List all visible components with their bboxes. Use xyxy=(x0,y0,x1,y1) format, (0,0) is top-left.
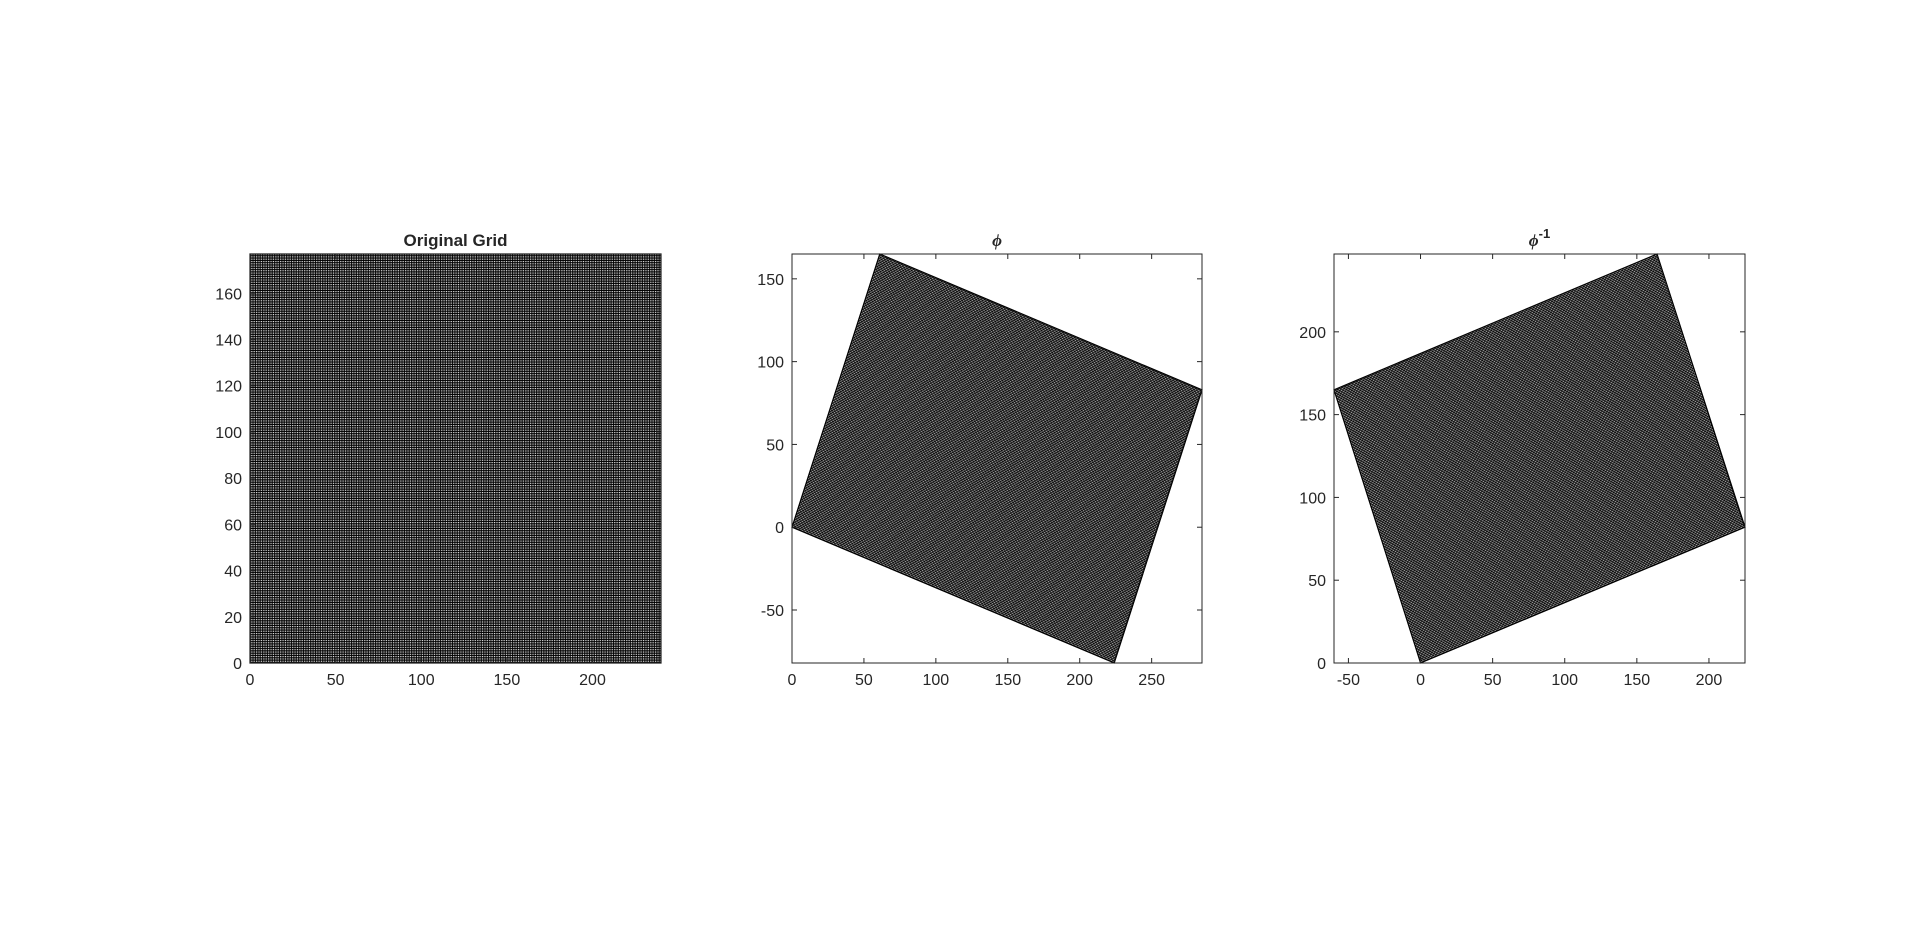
x-tick-label: 250 xyxy=(1138,672,1165,689)
y-tick-label: 140 xyxy=(215,332,242,349)
y-tick-label: 200 xyxy=(1299,325,1326,342)
x-tick-label: 150 xyxy=(994,672,1021,689)
x-tick-label: 100 xyxy=(1551,672,1578,689)
y-tick-label: 160 xyxy=(215,286,242,303)
x-tick-label: 0 xyxy=(788,672,797,689)
y-tick-label: 100 xyxy=(757,355,784,372)
panel-title: Original Grid xyxy=(404,231,508,250)
x-tick-label: 200 xyxy=(1066,672,1093,689)
panel-title: ϕ-1 xyxy=(1529,226,1550,250)
axes-box xyxy=(791,253,1203,664)
x-tick-label: 200 xyxy=(1696,672,1723,689)
y-tick-label: 50 xyxy=(1308,573,1326,590)
y-tick-label: 0 xyxy=(1317,656,1326,673)
y-tick-label: 50 xyxy=(766,437,784,454)
y-tick-label: 0 xyxy=(233,656,242,673)
x-tick-label: 50 xyxy=(327,672,345,689)
panel-2: 0 50 100 150 200 250 -50 0 50 100 150 ϕ xyxy=(757,231,1203,689)
axes-box xyxy=(249,253,662,664)
mesh-grid xyxy=(249,253,662,664)
axes-box xyxy=(1333,253,1746,664)
x-tick-label: 0 xyxy=(246,672,255,689)
y-tick-label: 60 xyxy=(224,517,242,534)
y-tick-label: 150 xyxy=(757,272,784,289)
x-tick-label: 150 xyxy=(494,672,521,689)
y-tick-label: 120 xyxy=(215,379,242,396)
x-tick-label: 200 xyxy=(579,672,606,689)
x-tick-label: 50 xyxy=(1484,672,1502,689)
y-tick-label: 40 xyxy=(224,564,242,581)
y-tick-label: 20 xyxy=(224,610,242,627)
y-tick-label: 0 xyxy=(775,520,784,537)
panel-title: ϕ xyxy=(992,231,1002,250)
x-tick-label: 50 xyxy=(855,672,873,689)
x-tick-label: 100 xyxy=(408,672,435,689)
y-tick-label: 100 xyxy=(1299,490,1326,507)
y-tick-label: -50 xyxy=(761,603,784,620)
y-tick-label: 100 xyxy=(215,425,242,442)
panel-1: 0 50 100 150 200 0 20 40 60 80 100 120 140 160 Origina… xyxy=(215,231,662,689)
y-tick-label: 80 xyxy=(224,471,242,488)
x-tick-label: -50 xyxy=(1337,672,1360,689)
x-tick-label: 150 xyxy=(1623,672,1650,689)
y-tick-label: 150 xyxy=(1299,408,1326,425)
x-tick-label: 100 xyxy=(923,672,950,689)
panel-3: -50 0 50 100 150 200 0 50 100 150 200 ϕ-1 xyxy=(1299,226,1746,689)
x-tick-label: 0 xyxy=(1416,672,1425,689)
panel-title-superscript: -1 xyxy=(1539,226,1551,241)
